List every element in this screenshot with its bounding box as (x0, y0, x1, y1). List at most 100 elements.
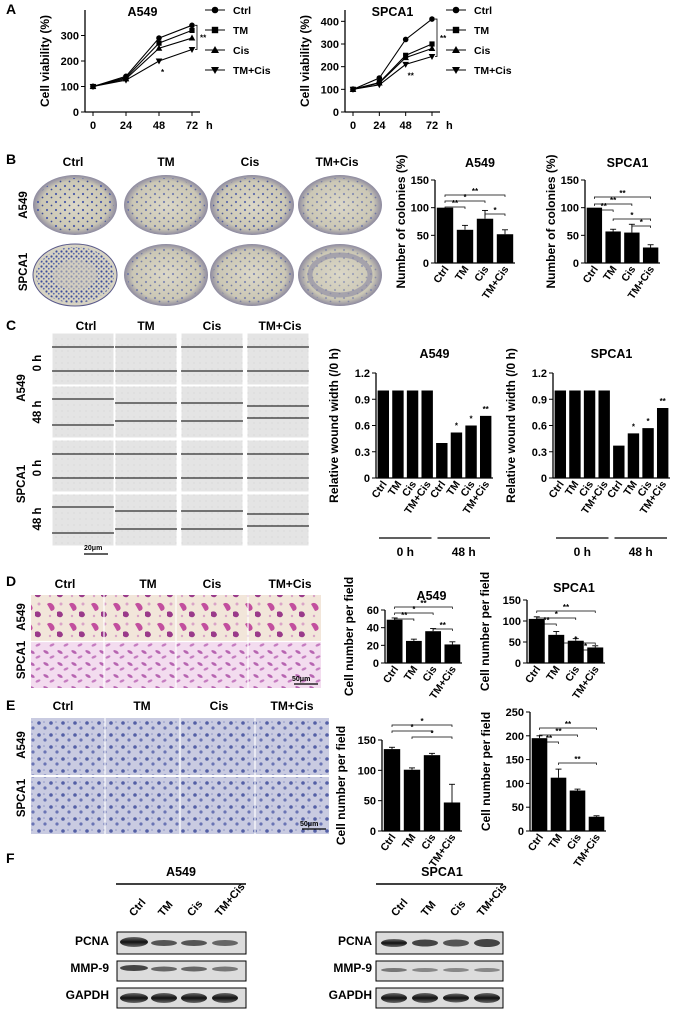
column-label-ctrl: Ctrl (53, 699, 74, 713)
group-label: 48 h (629, 545, 653, 559)
significance-mark: * (161, 68, 165, 77)
chart-e-SPCA1: 0 50 100 150 200 250 Cell number per field Ctrl… (479, 707, 606, 870)
significance-mark: * (470, 415, 474, 424)
y-tick-label: 0.6 (532, 421, 547, 433)
data-point (156, 35, 162, 41)
blot-title-spca1: SPCA1 (421, 865, 463, 879)
bar-TM (605, 231, 621, 263)
column-label-tm: TM (137, 319, 154, 333)
y-tick-label: 100 (506, 778, 524, 790)
row-label-a549: A549 (18, 191, 30, 219)
wound-image (246, 439, 310, 493)
bar-Cis (406, 390, 419, 478)
y-tick-label: 150 (358, 735, 376, 747)
y-tick-label: 0 (373, 658, 379, 670)
significance-mark: * (584, 642, 588, 651)
significance-mark: ** (619, 189, 626, 198)
wound-grid (51, 332, 310, 555)
significance-mark: ** (472, 187, 479, 196)
bar-Ctrl (613, 445, 625, 478)
plate-a549-tm-cis (298, 175, 382, 235)
significance-bracket (536, 617, 577, 620)
y-tick-label: 0 (333, 107, 339, 119)
x-tick-label: 24 (120, 120, 133, 132)
y-tick-label: 0.6 (355, 421, 370, 433)
y-axis-label: Cell number per field (334, 726, 348, 845)
category-label: TM (453, 264, 472, 284)
data-point (429, 41, 435, 47)
bar-TM (548, 634, 565, 663)
time-label-0h: 0 h (32, 460, 44, 477)
y-tick-label: 0.9 (355, 394, 370, 406)
y-axis-label: Cell viability (%) (38, 15, 52, 107)
category-label: Ctrl (431, 264, 451, 286)
bar-TM+Cis (479, 415, 492, 478)
chart-title: SPCA1 (553, 581, 595, 595)
bar-TM (450, 432, 463, 478)
scale-bar-c: 20μm (84, 545, 102, 552)
y-tick-label: 100 (321, 84, 339, 96)
significance-bracket (391, 730, 433, 733)
chart-b-SPCA1: 0 50 100 150 SPCA1 Number of colonies (%) Ctrl… (544, 154, 660, 302)
legend-label: Ctrl (474, 5, 492, 17)
plate-spca1-tm (124, 244, 208, 306)
scale-bar-e: 50μm (300, 821, 318, 828)
column-label-tm-cis: TM+Cis (258, 319, 301, 333)
category-label: Ctrl (381, 664, 401, 686)
time-label-48h: 48 h (32, 400, 44, 423)
bar-TM+Cis (656, 408, 669, 478)
bar-Cis (425, 631, 442, 663)
y-tick-label: 0 (370, 826, 376, 838)
western-blot-a549: A549 Ctrl TM Cis TM+Cis PCNA MMP-9 GAPDH (66, 865, 248, 1009)
chart-title: SPCA1 (372, 5, 414, 19)
bar-Cis (642, 428, 654, 478)
plate-a549-ctrl (33, 175, 117, 235)
protein-label-pcna: PCNA (338, 934, 372, 948)
category-label: Ctrl (581, 264, 601, 286)
y-tick-label: 1.2 (355, 368, 370, 380)
column-label-ctrl: Ctrl (55, 577, 76, 591)
significance-bracket (558, 762, 597, 765)
legend-label: Cis (474, 45, 491, 57)
category-label: TM (601, 264, 620, 284)
x-tick-label: 72 (186, 120, 198, 132)
bar-Cis (465, 425, 477, 478)
series-line-Ctrl (352, 18, 433, 90)
y-tick-label: 0.9 (532, 394, 547, 406)
x-axis-unit: h (446, 120, 453, 132)
significance-mark: ** (440, 621, 447, 630)
data-point (189, 22, 195, 29)
series-line-Ctrl (92, 24, 193, 88)
wound-image (246, 332, 310, 386)
significance-bracket (391, 724, 453, 727)
y-axis-label: Relative wound width (/0 h) (327, 348, 341, 503)
column-label-cis: Cis (203, 577, 222, 591)
column-label-tm: TM (133, 699, 150, 713)
chart-a-A549: 0 100 200 300 0 24 48 72 h Cell viability (%) A549… (38, 5, 213, 132)
wound-image (51, 439, 115, 493)
chart-title: A549 (128, 5, 158, 19)
plate-a549-tm (124, 175, 208, 235)
significance-mark: ** (452, 199, 459, 208)
significance-mark: * (430, 729, 434, 738)
lane-label: Ctrl (127, 897, 148, 919)
bar-TM+Cis (421, 390, 433, 478)
legend-a-a549: Ctrl TM Cis TM+Cis (205, 5, 271, 77)
y-tick-label: 250 (506, 707, 524, 719)
panel-label-b: B (6, 151, 16, 167)
bar-TM (456, 229, 474, 263)
panel-label-a: A (6, 1, 16, 17)
y-tick-label: 300 (321, 39, 339, 51)
significance-bracket (594, 196, 651, 199)
group-label: 48 h (452, 545, 476, 559)
significance-bracket (411, 736, 453, 739)
category-label: TM (400, 832, 419, 852)
column-label-cis: Cis (241, 155, 260, 169)
plate-a549-cis (210, 175, 294, 235)
significance-bracket (575, 649, 596, 652)
data-point (428, 45, 436, 52)
x-tick-label: 0 (350, 120, 356, 132)
lane-label: TM+Cis (475, 881, 510, 919)
bar-TM+Cis (587, 647, 604, 663)
